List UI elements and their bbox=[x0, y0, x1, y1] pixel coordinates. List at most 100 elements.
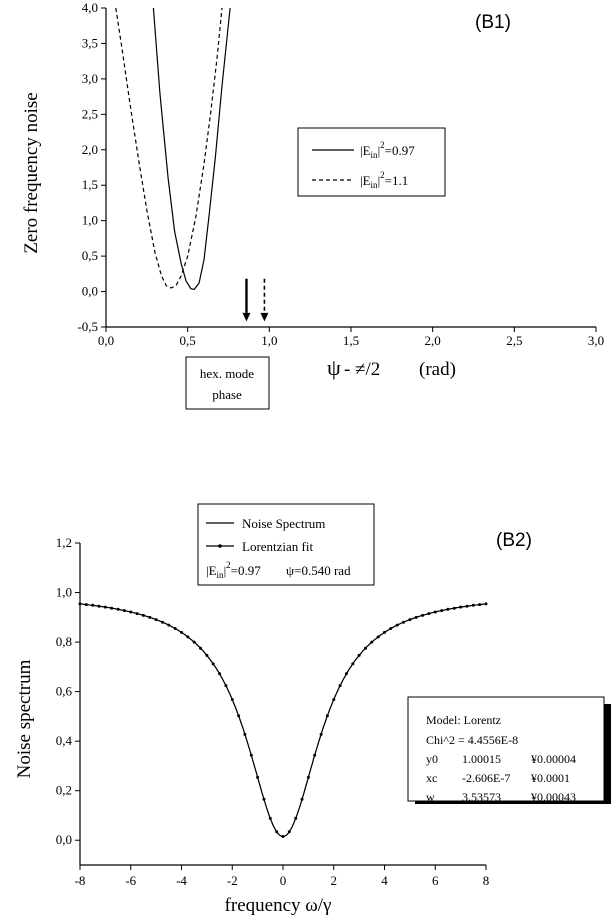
b1-annotation-line-1: hex. mode bbox=[200, 366, 254, 381]
b2-fit-point bbox=[357, 653, 361, 657]
b2-y-tick-label: 0,2 bbox=[56, 783, 72, 798]
b2-x-tick-label: 8 bbox=[483, 873, 490, 888]
b2-fit-point bbox=[383, 630, 386, 634]
b2-fit-xc-error: ¥0.0001 bbox=[531, 771, 570, 785]
b2-fit-point bbox=[440, 609, 444, 613]
b2-x-tick-label: 6 bbox=[432, 873, 439, 888]
panel-b1: 0,0 0,5 1,0 1,5 2,0 2,5 3,0-0,50,00,51,01,52,0… bbox=[21, 0, 604, 410]
b2-fit-point bbox=[218, 672, 222, 676]
b2-legend-swatch-marker bbox=[218, 544, 222, 548]
b2-panel-label: (B2) bbox=[496, 530, 532, 551]
b1-annotation-line-2: phase bbox=[212, 387, 242, 402]
b2-fit-point bbox=[325, 714, 329, 718]
b2-fit-point bbox=[84, 603, 88, 607]
b2-legend-params-e: |Ein|2=0.97 bbox=[206, 560, 261, 580]
b2-fit-point bbox=[433, 610, 437, 614]
b2-fit-point bbox=[192, 640, 196, 644]
b2-fit-point bbox=[287, 830, 291, 834]
b1-y-tick-label: 4,0 bbox=[82, 0, 98, 15]
b2-fit-point bbox=[465, 604, 469, 608]
b2-fit-point bbox=[230, 698, 234, 701]
b2-x-tick-label: -4 bbox=[176, 873, 187, 888]
b1-legend-entry-2: |Ein|2=1.1 bbox=[360, 170, 408, 190]
b2-fit-point bbox=[484, 602, 488, 606]
b1-x-label-rest: - ≠/2 bbox=[344, 359, 380, 380]
b2-fit-y0-value: 1.00015 bbox=[462, 752, 501, 766]
b2-y-tick-label: 1,2 bbox=[56, 535, 72, 550]
b2-fit-point bbox=[471, 603, 475, 607]
b2-fit-y0-error: ¥0.00004 bbox=[531, 752, 576, 766]
b2-fit-point bbox=[211, 662, 215, 666]
b1-curves bbox=[115, 7, 269, 322]
b2-fit-point bbox=[332, 698, 336, 701]
b2-fit-point bbox=[110, 606, 114, 610]
b2-fit-point bbox=[91, 603, 95, 607]
b1-series-line-2 bbox=[115, 7, 223, 289]
b1-y-tick-label: 1,5 bbox=[82, 177, 98, 192]
b2-fit-chi2: Chi^2 = 4.4556E-8 bbox=[426, 733, 518, 747]
b1-y-tick-label: 1,0 bbox=[82, 213, 98, 228]
b2-fit-w-error: ¥0.00043 bbox=[531, 790, 576, 804]
b1-y-axis-label: Zero frequency noise bbox=[21, 92, 42, 253]
b2-fit-point bbox=[421, 613, 425, 617]
b2-x-tick-label: 0 bbox=[280, 873, 287, 888]
b1-y-tick-label: 3,0 bbox=[82, 71, 98, 86]
b2-x-tick-label: -2 bbox=[227, 873, 238, 888]
panel-b2: -8 -6 -4 -2 0 2 4 6 80,00,20,40,60,81,01,2 (B2) … bbox=[14, 503, 611, 916]
b2-fit-point bbox=[148, 615, 152, 619]
b1-hex-mode-annotation: hex. mode phase bbox=[185, 356, 270, 410]
b2-fit-point bbox=[376, 635, 380, 639]
b2-fit-point bbox=[256, 775, 260, 779]
b1-series-line-1 bbox=[152, 7, 231, 291]
b2-curves bbox=[78, 602, 488, 838]
b2-fit-point bbox=[294, 816, 298, 820]
b1-x-tick-label: 3,0 bbox=[588, 333, 604, 348]
b2-y-tick-label: 0,8 bbox=[56, 634, 72, 649]
b2-legend-entry-1: Noise Spectrum bbox=[242, 516, 325, 531]
b2-fit-point bbox=[408, 618, 412, 622]
b1-x-tick-label: 1,0 bbox=[261, 333, 277, 348]
b2-fit-point bbox=[351, 662, 355, 666]
b2-fit-box-frame bbox=[407, 696, 605, 802]
b2-fit-point bbox=[154, 618, 158, 622]
b2-fit-point bbox=[344, 672, 348, 676]
b2-y-tick-label: 1,0 bbox=[56, 585, 72, 600]
b1-x-tick-label: 2,5 bbox=[506, 333, 522, 348]
b2-legend: Noise Spectrum Lorentzian fit |Ein|2=0.9… bbox=[197, 503, 375, 586]
b2-fit-point bbox=[319, 732, 323, 736]
b1-x-tick-label: 2,0 bbox=[425, 333, 441, 348]
b2-fit-point bbox=[268, 816, 272, 820]
b2-x-tick-label: 4 bbox=[381, 873, 388, 888]
b1-arrow-head-2 bbox=[260, 312, 269, 322]
b2-ticks: -8 -6 -4 -2 0 2 4 6 8 0,0 0,2 0,4 0,6 0,8 1,0 1,2 bbox=[56, 535, 490, 888]
b2-fit-point bbox=[224, 684, 228, 688]
b2-fit-w-name: w bbox=[426, 790, 435, 804]
b2-fit-point bbox=[414, 615, 418, 619]
b1-legend-box bbox=[297, 127, 446, 197]
b2-fit-point bbox=[249, 753, 253, 757]
b1-x-label-psi: ψ bbox=[327, 355, 341, 380]
b2-fit-point bbox=[122, 609, 126, 613]
b2-x-tick-label: -6 bbox=[125, 873, 136, 888]
b2-fit-point bbox=[452, 606, 456, 610]
b2-fit-point bbox=[478, 603, 482, 607]
b1-y-tick-label: 0,0 bbox=[82, 284, 98, 299]
b2-fit-point bbox=[97, 604, 101, 608]
b1-y-tick-label: 0,5 bbox=[82, 248, 98, 263]
b1-y-tick-label: 2,0 bbox=[82, 142, 98, 157]
b2-fit-point bbox=[186, 635, 190, 639]
b1-ticks: 0,0 0,5 1,0 1,5 2,0 2,5 3,0-0,50,00,51,01,52,0… bbox=[77, 0, 604, 348]
b2-fit-point bbox=[395, 623, 399, 627]
b1-x-tick-label: 0,5 bbox=[180, 333, 196, 348]
b2-x-axis-label: frequency ω/γ bbox=[225, 895, 332, 916]
b2-fit-point bbox=[180, 630, 183, 634]
b1-y-tick-label: -0,5 bbox=[77, 319, 98, 334]
b2-fit-point bbox=[161, 620, 164, 624]
b1-x-axis-label: ψ - ≠/2 (rad) bbox=[327, 355, 456, 380]
b2-y-tick-label: 0,0 bbox=[56, 832, 72, 847]
b2-fit-point bbox=[313, 753, 317, 757]
b2-fit-point bbox=[141, 613, 145, 617]
b2-fit-point bbox=[173, 627, 177, 630]
b2-fit-point bbox=[205, 653, 209, 657]
